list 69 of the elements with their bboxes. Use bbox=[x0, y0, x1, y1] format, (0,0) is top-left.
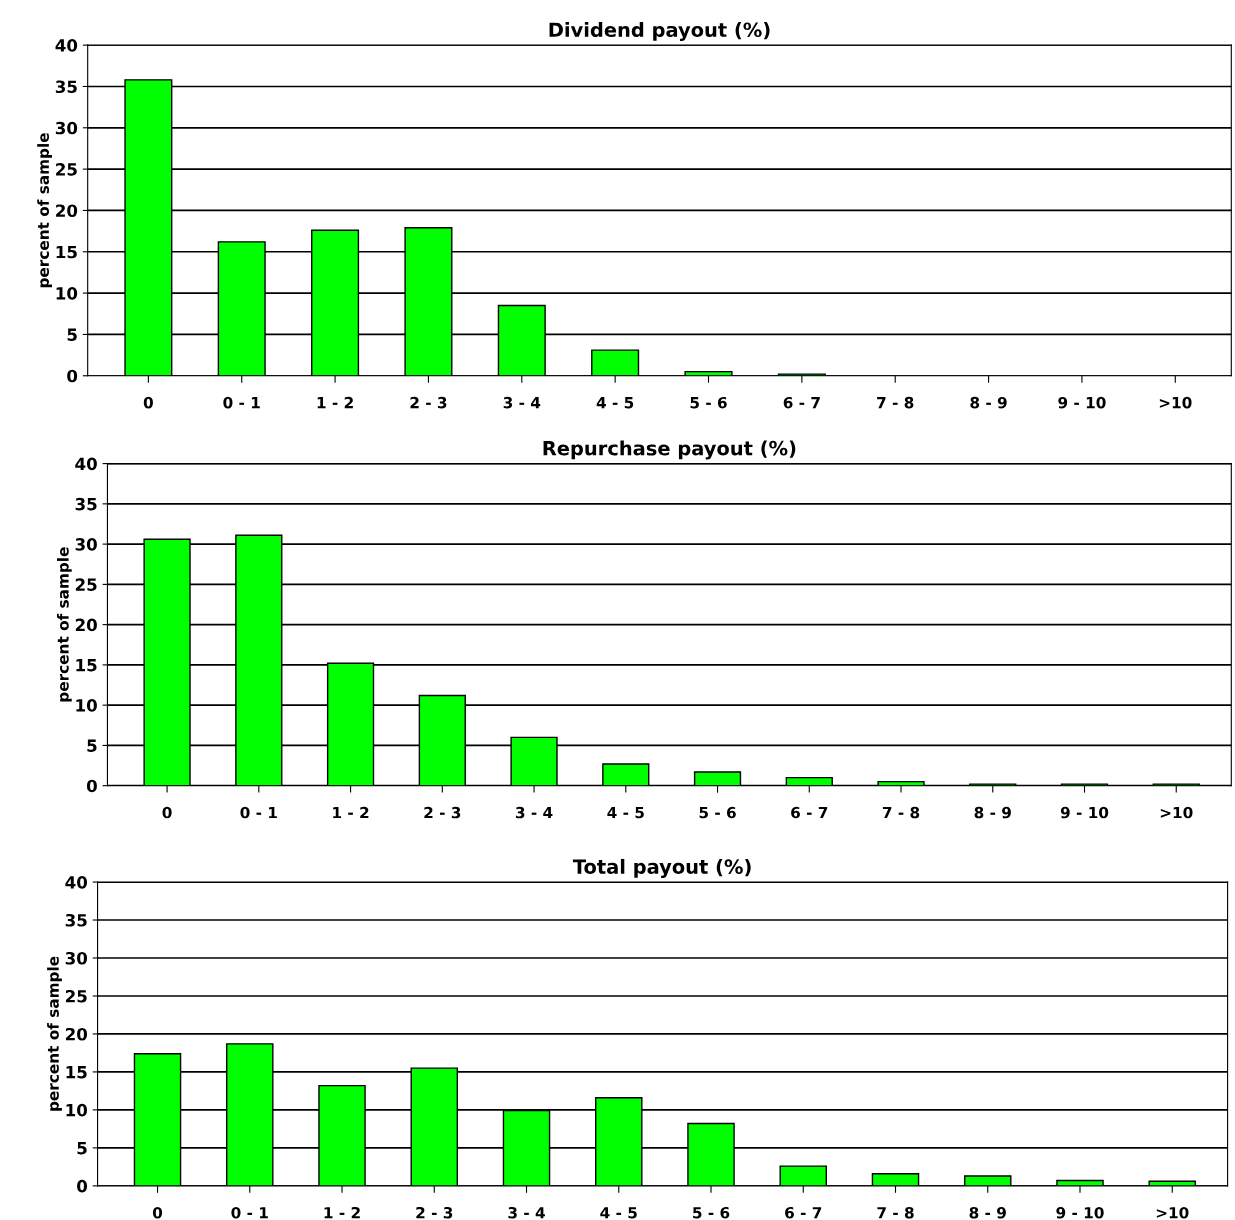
x-tick-label: 5 - 6 bbox=[699, 806, 736, 819]
y-tick-label: 35 bbox=[75, 497, 97, 511]
y-tick-label: 5 bbox=[77, 1142, 87, 1155]
y-tick-label: 20 bbox=[56, 204, 78, 218]
x-tick-label: 5 - 6 bbox=[693, 1206, 730, 1219]
x-tick-label: 8 - 9 bbox=[970, 396, 1007, 409]
x-tick-label: 9 - 10 bbox=[1056, 1206, 1104, 1219]
y-tick-label: 30 bbox=[55, 121, 78, 135]
x-tick-label: 6 - 7 bbox=[783, 396, 820, 409]
y-axis-title: percent of sample bbox=[56, 547, 72, 702]
y-tick-label: 15 bbox=[56, 245, 77, 259]
x-tick-label: 8 - 9 bbox=[974, 806, 1011, 819]
x-tick-label: 0 - 1 bbox=[240, 806, 277, 819]
x-tick-label: 0 bbox=[143, 396, 153, 409]
x-tick-label: 9 - 10 bbox=[1060, 806, 1109, 819]
y-tick-label: 15 bbox=[66, 1066, 87, 1079]
x-tick-label: 0 - 1 bbox=[231, 1206, 268, 1219]
x-tick-label: >10 bbox=[1160, 806, 1193, 819]
x-tick-label: 7 - 8 bbox=[877, 396, 914, 409]
x-tick-label: 5 - 6 bbox=[690, 396, 727, 409]
y-axis-title: percent of sample bbox=[37, 133, 52, 288]
y-tick-label: 40 bbox=[65, 876, 88, 889]
y-tick-label: 25 bbox=[65, 989, 87, 1003]
y-tick-label: 25 bbox=[56, 163, 77, 176]
x-tick-label: 3 - 4 bbox=[515, 806, 553, 819]
x-tick-label: 4 - 5 bbox=[596, 397, 634, 409]
y-tick-label: 0 bbox=[67, 369, 78, 383]
x-tick-label: 4 - 5 bbox=[600, 1207, 637, 1219]
x-tick-label: 6 - 7 bbox=[791, 806, 828, 819]
x-tick-label: >10 bbox=[1159, 396, 1192, 409]
y-tick-label: 35 bbox=[55, 80, 77, 94]
y-tick-label: 20 bbox=[65, 1027, 88, 1041]
y-tick-label: 30 bbox=[75, 538, 97, 551]
chart-title: Dividend payout (%) bbox=[549, 22, 770, 41]
x-tick-label: 0 - 1 bbox=[223, 396, 260, 409]
x-tick-label: 9 - 10 bbox=[1058, 396, 1106, 409]
x-tick-label: 3 - 4 bbox=[503, 396, 541, 409]
x-tick-label: 7 - 8 bbox=[877, 1206, 914, 1219]
y-tick-label: 10 bbox=[66, 1103, 88, 1117]
y-tick-label: 20 bbox=[75, 618, 97, 632]
x-tick-label: >10 bbox=[1156, 1206, 1189, 1219]
y-tick-label: 40 bbox=[75, 457, 97, 471]
chart-title: Repurchase payout (%) bbox=[543, 440, 796, 460]
y-tick-label: 25 bbox=[75, 578, 97, 591]
y-axis-title: percent of sample bbox=[47, 956, 62, 1111]
y-tick-label: 10 bbox=[76, 699, 97, 712]
x-tick-label: 0 bbox=[152, 1206, 163, 1219]
y-tick-label: 40 bbox=[55, 39, 78, 52]
y-tick-label: 0 bbox=[86, 779, 97, 793]
x-tick-label: 1 - 2 bbox=[324, 1206, 360, 1219]
x-tick-label: 2 - 3 bbox=[416, 1206, 453, 1219]
x-tick-label: 8 - 9 bbox=[969, 1206, 1006, 1219]
y-tick-label: 10 bbox=[56, 287, 78, 300]
y-tick-label: 0 bbox=[77, 1179, 88, 1193]
x-tick-label: 1 - 2 bbox=[333, 806, 369, 819]
y-tick-label: 5 bbox=[87, 739, 97, 752]
chart-title: Total payout (%) bbox=[572, 858, 751, 878]
x-tick-label: 7 - 8 bbox=[882, 806, 920, 819]
x-tick-label: 3 - 4 bbox=[508, 1206, 545, 1219]
x-tick-label: 2 - 3 bbox=[410, 396, 447, 409]
x-tick-label: 6 - 7 bbox=[785, 1206, 822, 1219]
y-tick-label: 5 bbox=[67, 328, 77, 341]
x-tick-label: 1 - 2 bbox=[317, 396, 353, 409]
x-tick-label: 0 bbox=[162, 806, 172, 819]
y-tick-label: 30 bbox=[65, 951, 88, 965]
y-tick-label: 35 bbox=[65, 913, 87, 927]
x-tick-label: 4 - 5 bbox=[607, 806, 644, 819]
y-tick-label: 15 bbox=[76, 659, 97, 672]
x-tick-label: 2 - 3 bbox=[424, 806, 461, 819]
